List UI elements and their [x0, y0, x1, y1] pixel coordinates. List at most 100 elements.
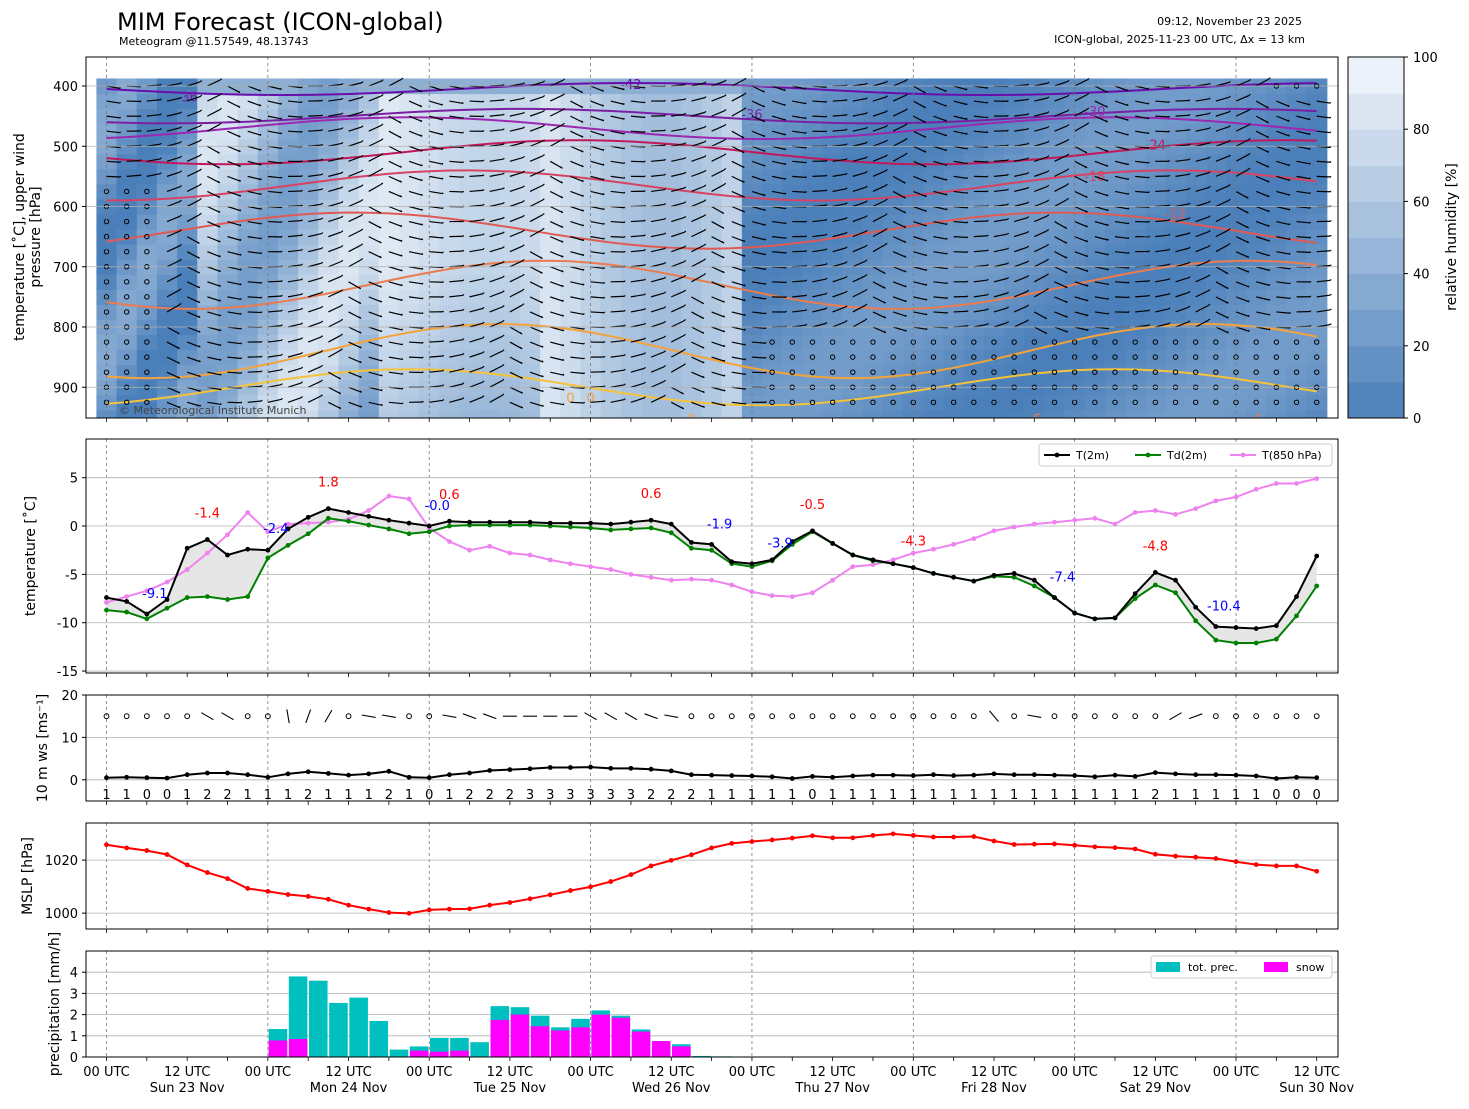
t2m-point: [770, 557, 775, 562]
windspeed-point: [649, 767, 654, 772]
rh-cell: [1004, 440, 1025, 456]
page-title: MIM Forecast (ICON-global): [117, 8, 444, 36]
upper-wind-barb-flag: [443, 207, 444, 208]
temperature-annotation: -3.9: [767, 537, 792, 552]
upper-wind-barb-flag: [765, 313, 766, 314]
mslp-point: [729, 841, 734, 846]
upper-wind-barb-flag: [645, 323, 646, 324]
rh-cell: [560, 440, 581, 456]
windspeed-point: [306, 769, 311, 774]
td2m-point: [1314, 584, 1319, 589]
y-tick-label: -10: [57, 617, 78, 632]
temperature-series: [104, 476, 1319, 645]
snow-bar: [410, 1051, 429, 1057]
upper-wind-barb: [1155, 116, 1169, 117]
rh-cell: [1145, 335, 1166, 351]
upper-wind-barb-flag: [402, 373, 403, 374]
upper-wind-barb-flag: [503, 202, 504, 203]
rh-cell: [823, 425, 844, 441]
rh-cell: [964, 425, 985, 441]
windspeed-point: [629, 766, 634, 771]
calm-marker: [1274, 714, 1279, 719]
rh-cell: [1206, 335, 1227, 351]
upper-wind-barb-flag: [665, 203, 666, 204]
upper-wind-barb-flag: [806, 132, 807, 133]
rh-cell: [863, 440, 884, 456]
upper-wind-barb-flag: [624, 118, 625, 119]
windspeed-point: [1173, 771, 1178, 776]
t2m-point: [709, 542, 714, 547]
mslp-point: [1032, 842, 1037, 847]
upper-wind-barb-flag: [441, 104, 442, 105]
upper-wind-barb: [954, 311, 968, 312]
rh-cell: [984, 425, 1005, 441]
rh-cell: [1044, 425, 1065, 441]
t850-point: [850, 564, 855, 569]
t850-point: [225, 532, 230, 537]
legend-label: T(2m): [1075, 449, 1109, 462]
mslp-point: [386, 910, 391, 915]
rh-cell: [1125, 425, 1146, 441]
upper-wind-barb-flag: [401, 299, 402, 300]
rh-cell: [1125, 395, 1146, 411]
upper-wind-barb-flag: [322, 277, 323, 278]
temperature-annotation: -7.4: [1050, 571, 1075, 586]
upper-wind-barb-flag: [826, 234, 827, 235]
upper-wind-barb-flag: [624, 148, 625, 149]
rh-cell: [1266, 350, 1287, 366]
rh-cell: [782, 350, 803, 366]
upper-wind-barb-flag: [483, 263, 484, 264]
upper-wind-barb-flag: [342, 113, 343, 114]
rh-cell: [117, 184, 138, 200]
rh-cell: [782, 425, 803, 441]
rh-cell: [1105, 335, 1126, 351]
upper-wind-barb-flag: [624, 133, 625, 134]
upper-wind-barb-flag: [120, 117, 121, 118]
upper-wind-barb-flag: [785, 149, 786, 150]
rh-cell: [560, 425, 581, 441]
upper-wind-barb: [1155, 191, 1169, 192]
upper-wind-barb: [631, 221, 645, 222]
upper-wind-barb: [248, 372, 262, 373]
upper-wind-barb-flag: [1128, 237, 1129, 238]
upper-wind-barb-flag: [463, 397, 464, 398]
wind-barb: [1027, 715, 1041, 717]
windspeed-point: [104, 775, 109, 780]
upper-wind-barb-flag: [422, 253, 423, 254]
upper-wind-barb-flag: [542, 405, 543, 406]
upper-wind-barb-flag: [462, 88, 463, 89]
rh-cell: [984, 335, 1005, 351]
upper-wind-barb-flag: [623, 88, 624, 89]
upper-wind-barb-flag: [866, 142, 867, 143]
colorbar-label: relative humidity [%]: [1444, 163, 1460, 311]
mslp-point: [770, 838, 775, 843]
upper-wind-barb-flag: [966, 133, 967, 134]
rh-cell: [923, 335, 944, 351]
t2m-point: [649, 518, 654, 523]
upper-wind-barb-flag: [1269, 299, 1270, 300]
upper-wind-barb-flag: [483, 234, 484, 235]
windspeed-point: [1012, 772, 1017, 777]
mslp-series: [104, 831, 1319, 915]
upper-wind-barb-flag: [685, 216, 686, 217]
wind-barb: [1169, 713, 1181, 720]
upper-wind-barb-flag: [381, 375, 382, 376]
calm-marker: [1113, 714, 1118, 719]
upper-wind-barb-flag: [603, 179, 604, 180]
upper-wind-barb-flag: [1087, 285, 1088, 286]
rh-cell: [520, 425, 541, 441]
td2m-point: [104, 608, 109, 613]
upper-wind-barb-flag: [463, 102, 464, 103]
rh-cell: [883, 350, 904, 366]
upper-wind-barb-flag: [1309, 148, 1310, 149]
upper-wind-barb-flag: [161, 158, 162, 159]
t2m-point: [810, 528, 815, 533]
upper-wind-barb-flag: [1169, 278, 1170, 279]
upper-wind-barb-flag: [705, 82, 706, 83]
mslp-point: [669, 858, 674, 863]
upper-wind-barb-flag: [342, 201, 343, 202]
upper-wind-barb: [651, 131, 665, 132]
upper-wind-barb-flag: [241, 298, 242, 299]
